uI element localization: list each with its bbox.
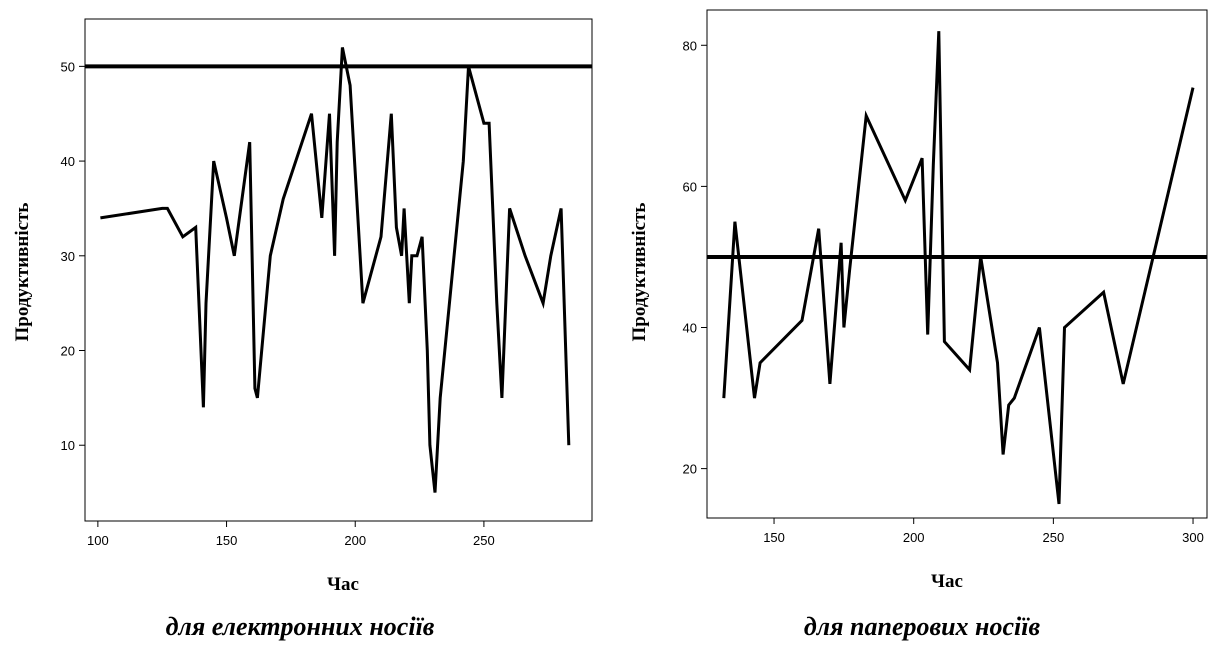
electronic-chart-svg: 100 150 200 250 10 20 30 40 50 Час Продуктивність: [12, 18, 593, 595]
y-tick-label: 60: [683, 179, 697, 194]
y-tick-label: 30: [61, 249, 75, 264]
y-tick-label: 10: [61, 438, 75, 453]
x-tick-label: 100: [87, 533, 109, 548]
y-tick-label: 20: [683, 462, 697, 477]
x-axis-title: Час: [931, 571, 963, 592]
x-tick-label: 150: [763, 530, 785, 545]
series-line: [722, 31, 1195, 505]
y-tick-label: 40: [61, 154, 75, 169]
paper-chart: 150 200 250 300 20 40 60 80 Час Продуктивність: [605, 0, 1209, 610]
plot-frame: [84, 18, 593, 522]
x-tick-label: 300: [1182, 530, 1204, 545]
y-tick-label: 20: [61, 344, 75, 359]
y-tick-label: 40: [683, 321, 697, 336]
x-tick-label: 200: [344, 533, 366, 548]
x-tick-label: 200: [903, 530, 925, 545]
x-axis-title: Час: [327, 574, 359, 595]
plot-frame: [706, 9, 1208, 519]
y-tick-label: 50: [61, 59, 75, 74]
paper-chart-caption: для паперових носіїв: [803, 612, 1041, 641]
x-tick-label: 250: [1043, 530, 1065, 545]
paper-chart-svg: 150 200 250 300 20 40 60 80 Час Продуктивність: [629, 9, 1208, 592]
x-tick-label: 250: [473, 533, 495, 548]
y-tick-label: 80: [683, 38, 697, 53]
y-axis-title: Продуктивність: [629, 203, 650, 342]
y-axis-title: Продуктивність: [12, 203, 33, 342]
electronic-chart-caption: для електронних носіїв: [165, 612, 435, 641]
x-tick-label: 150: [216, 533, 238, 548]
electronic-chart: 100 150 200 250 10 20 30 40 50 Час Продуктивність: [0, 0, 605, 610]
series-line: [100, 47, 571, 493]
